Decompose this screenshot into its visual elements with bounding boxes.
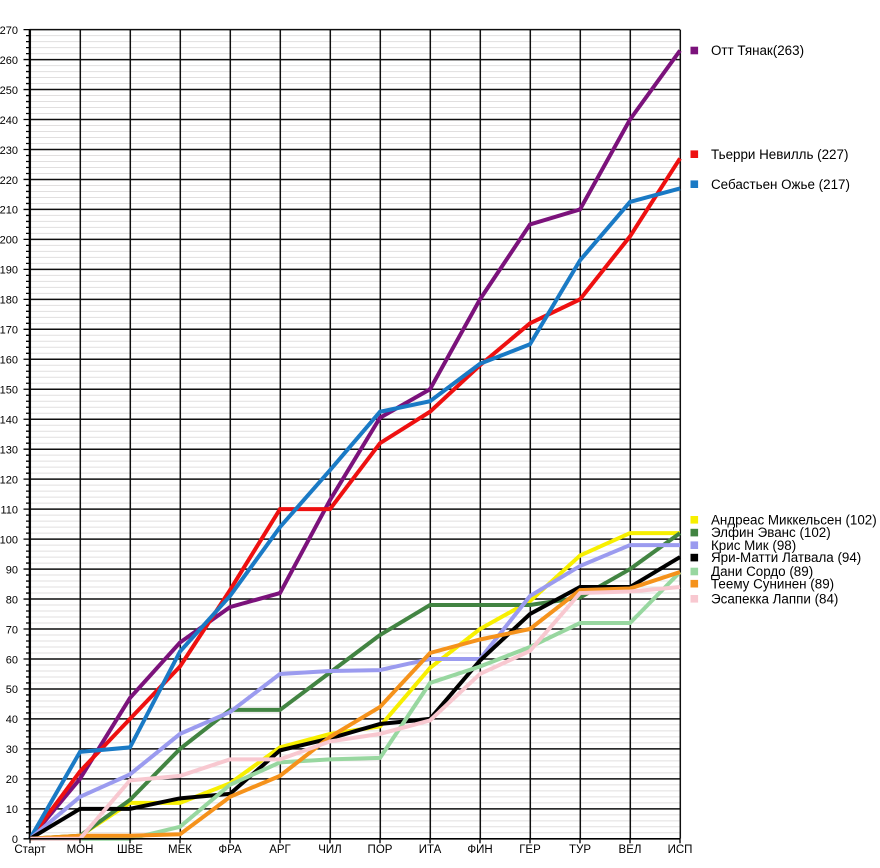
svg-text:40: 40 <box>6 714 18 726</box>
svg-text:200: 200 <box>0 235 18 247</box>
svg-text:260: 260 <box>0 55 18 67</box>
svg-text:210: 210 <box>0 205 18 217</box>
svg-text:Андреас Миккельсен (102): Андреас Миккельсен (102) <box>711 512 877 527</box>
svg-text:Яри-Матти Латвала (94): Яри-Матти Латвала (94) <box>711 550 861 565</box>
svg-text:Крис Мик (98): Крис Мик (98) <box>711 538 796 553</box>
svg-text:120: 120 <box>0 475 18 487</box>
svg-text:Эсапекка Лаппи (84): Эсапекка Лаппи (84) <box>711 591 838 606</box>
svg-text:ЧИЛ: ЧИЛ <box>318 844 341 856</box>
svg-text:ФРА: ФРА <box>218 844 242 856</box>
svg-text:230: 230 <box>0 145 18 157</box>
svg-text:110: 110 <box>0 504 18 516</box>
svg-text:Себастьен Ожье (217): Себастьен Ожье (217) <box>711 177 850 192</box>
svg-text:130: 130 <box>0 445 18 457</box>
svg-text:100: 100 <box>0 534 18 546</box>
svg-text:270: 270 <box>0 25 18 37</box>
svg-text:190: 190 <box>0 265 18 277</box>
svg-text:240: 240 <box>0 115 18 127</box>
svg-text:60: 60 <box>6 654 18 666</box>
svg-text:220: 220 <box>0 175 18 187</box>
svg-text:150: 150 <box>0 385 18 397</box>
svg-text:70: 70 <box>6 624 18 636</box>
svg-text:МОН: МОН <box>67 844 94 856</box>
svg-text:ФИН: ФИН <box>467 844 492 856</box>
svg-text:30: 30 <box>6 744 18 756</box>
svg-text:Теему Сунинен (89): Теему Сунинен (89) <box>711 576 834 591</box>
svg-text:170: 170 <box>0 325 18 337</box>
svg-text:50: 50 <box>6 684 18 696</box>
svg-text:0: 0 <box>12 834 18 846</box>
svg-text:140: 140 <box>0 415 18 427</box>
svg-text:АРГ: АРГ <box>269 844 291 856</box>
svg-text:160: 160 <box>0 355 18 367</box>
svg-text:ГЕР: ГЕР <box>519 844 541 856</box>
svg-text:ВЕЛ: ВЕЛ <box>619 844 642 856</box>
svg-text:ШВЕ: ШВЕ <box>117 844 143 856</box>
svg-text:Старт: Старт <box>14 844 46 856</box>
svg-text:20: 20 <box>6 774 18 786</box>
svg-text:Тьерри Невилль (227): Тьерри Невилль (227) <box>711 147 848 162</box>
svg-text:ПОР: ПОР <box>368 844 393 856</box>
svg-text:МЕК: МЕК <box>168 844 192 856</box>
svg-text:Дани Сордо (89): Дани Сордо (89) <box>711 564 813 579</box>
svg-text:80: 80 <box>6 594 18 606</box>
svg-text:Отт Тянак(263): Отт Тянак(263) <box>711 43 804 58</box>
svg-text:10: 10 <box>6 804 18 816</box>
svg-text:90: 90 <box>6 564 18 576</box>
svg-text:250: 250 <box>0 85 18 97</box>
svg-text:Элфин Эванс (102): Элфин Эванс (102) <box>711 525 831 540</box>
svg-text:ИСП: ИСП <box>668 844 693 856</box>
svg-text:ТУР: ТУР <box>569 844 591 856</box>
svg-text:ИТА: ИТА <box>419 844 442 856</box>
svg-text:180: 180 <box>0 295 18 307</box>
